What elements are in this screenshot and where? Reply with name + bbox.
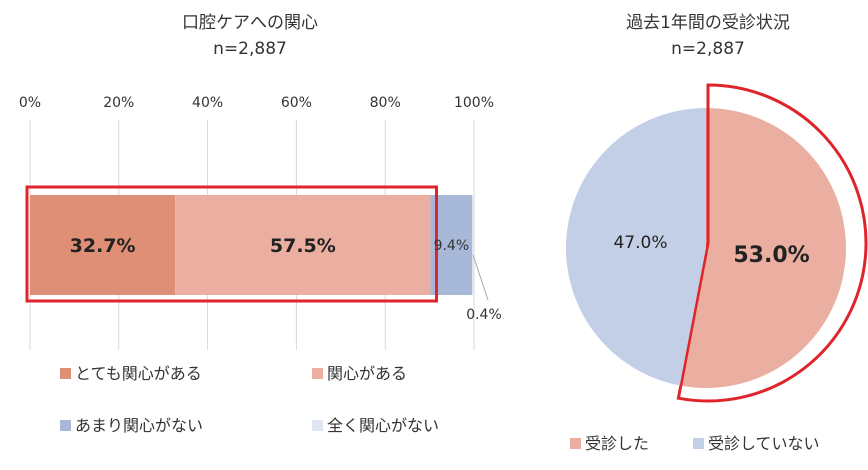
- pie-slice: [679, 108, 846, 388]
- bar-data-label: 57.5%: [270, 235, 336, 257]
- bar-tick-labels: 0% 20% 40% 60% 80% 100%: [19, 95, 494, 111]
- bar-chart: 口腔ケアへの関心 n=2,887 0% 20% 40% 60% 80% 100% 32.7…: [19, 13, 502, 435]
- x-tick-label: 0%: [19, 95, 41, 111]
- bar-data-label: 32.7%: [70, 235, 136, 257]
- bar-chart-title: 口腔ケアへの関心: [182, 13, 318, 33]
- pie-data-label: 53.0%: [733, 243, 809, 268]
- bar-segment: [472, 195, 474, 295]
- pie-highlight-outline: [676, 83, 868, 403]
- legend-label: 全く関心がない: [327, 416, 439, 435]
- legend-label: あまり関心がない: [75, 416, 203, 435]
- bar-segment: [30, 195, 176, 295]
- x-tick-label: 20%: [103, 95, 134, 111]
- legend-label: とても関心がある: [75, 364, 202, 383]
- legend-swatch: [60, 368, 71, 379]
- bar-data-label: 9.4%: [434, 238, 470, 254]
- legend-swatch: [312, 420, 323, 431]
- pie-chart: 過去1年間の受診状況 n=2,887 53.0% 47.0% 受診した 受診していな…: [566, 13, 868, 453]
- legend-swatch: [312, 368, 323, 379]
- legend-label: 関心がある: [327, 364, 407, 383]
- bar-highlight-box: [25, 185, 438, 303]
- bar-data-label: 0.4%: [466, 307, 502, 323]
- bar-segment: [175, 195, 431, 295]
- leader-line: [472, 254, 489, 301]
- bar-data-labels: 32.7% 57.5% 9.4% 0.4%: [70, 235, 502, 323]
- pie-slices: [566, 83, 868, 403]
- legend-swatch: [693, 438, 704, 449]
- x-tick-label: 60%: [281, 95, 312, 111]
- legend-label: 受診した: [585, 434, 649, 453]
- x-tick-label: 100%: [454, 95, 494, 111]
- pie-chart-subtitle: n=2,887: [671, 39, 745, 59]
- pie-chart-title: 過去1年間の受診状況: [626, 13, 790, 33]
- pie-data-labels: 53.0% 47.0%: [613, 233, 809, 268]
- x-tick-label: 40%: [192, 95, 223, 111]
- pie-slice: [566, 108, 706, 386]
- legend-swatch: [60, 420, 71, 431]
- bar-chart-subtitle: n=2,887: [213, 39, 287, 59]
- pie-data-label: 47.0%: [613, 233, 667, 253]
- legend-label: 受診していない: [708, 434, 820, 453]
- x-tick-label: 80%: [370, 95, 401, 111]
- pie-legend: 受診した 受診していない: [570, 434, 820, 453]
- legend-swatch: [570, 438, 581, 449]
